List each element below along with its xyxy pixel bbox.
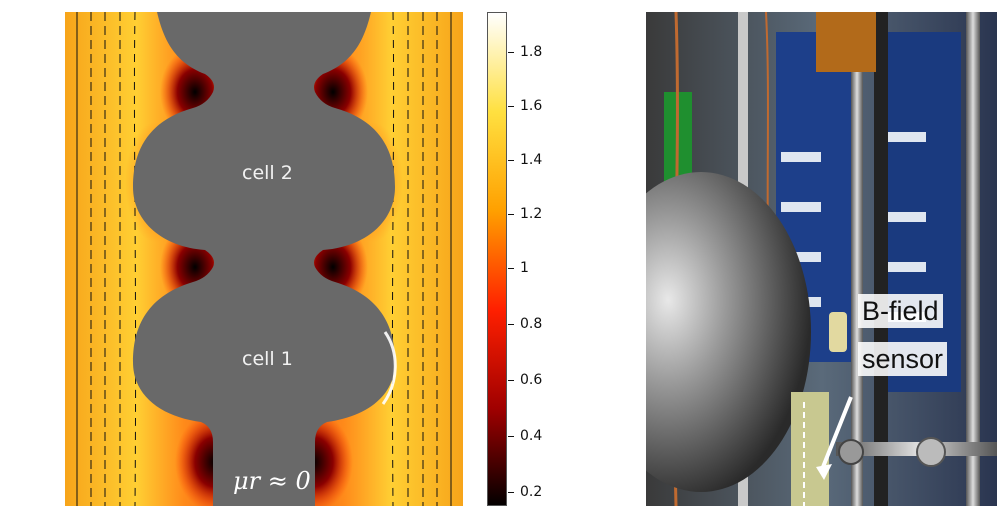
cell-2-label: cell 2 [242,162,293,184]
tick-label: 0.6 [520,372,543,388]
field-simulation-plot: cell 2 cell 1 μr ≈ 0 [65,12,463,506]
apparatus-photo-svg [646,12,997,506]
cavity-shape [133,12,395,506]
apparatus-photo: B-field sensor [646,12,997,506]
tick-label: 1.4 [520,152,543,168]
colorbar [487,12,507,506]
field-map-svg [65,12,463,506]
tick-label: 0.8 [520,316,543,332]
permeability-label: μr ≈ 0 [233,467,311,495]
field-lines [76,12,452,506]
sensor-label: sensor [858,342,948,376]
tick-label: 0.2 [520,484,543,500]
tick-label: 1.6 [520,98,543,114]
b-field-label: B-field [858,294,943,328]
colorbar-ticks: 1.8 1.6 1.4 1.2 1 0.8 0.6 0.4 0.2 [508,12,568,506]
tick-label: 1 [520,260,529,276]
tick-label: 1.8 [520,44,543,60]
tick-label: 1.2 [520,206,543,222]
tick-label: 0.4 [520,428,543,444]
cell-1-label: cell 1 [242,348,293,370]
